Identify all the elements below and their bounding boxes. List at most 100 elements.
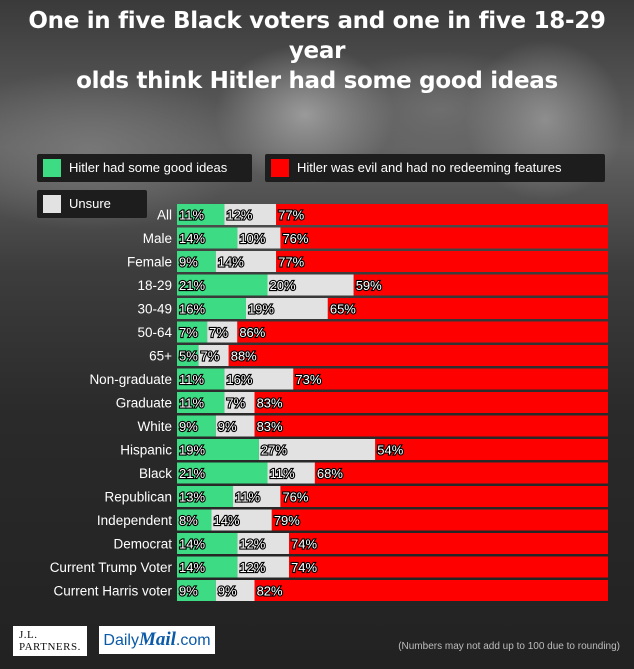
data-label: 13% bbox=[179, 490, 205, 505]
data-label: 5% bbox=[179, 349, 198, 364]
category-label: Hispanic bbox=[120, 443, 172, 458]
bar-segment bbox=[271, 509, 608, 531]
category-label: Republican bbox=[104, 490, 172, 505]
data-label: 11% bbox=[235, 490, 260, 505]
data-label: 11% bbox=[270, 466, 295, 481]
bar-segment bbox=[177, 439, 259, 460]
category-label: 65+ bbox=[149, 349, 172, 364]
bar-segment bbox=[177, 462, 268, 484]
bar-segment bbox=[353, 274, 608, 296]
legend-good: Hitler had some good ideas bbox=[37, 154, 252, 182]
data-label: 11% bbox=[179, 208, 204, 223]
data-label: 74% bbox=[291, 560, 317, 575]
data-label: 9% bbox=[179, 584, 198, 599]
bar-segment bbox=[254, 580, 608, 601]
bar-segment bbox=[177, 298, 246, 319]
category-label: Current Harris voter bbox=[53, 584, 172, 599]
category-label: All bbox=[157, 208, 172, 223]
data-label: 14% bbox=[213, 513, 239, 528]
data-label: 9% bbox=[179, 255, 198, 270]
dailymail-suffix: .com bbox=[175, 632, 211, 649]
data-label: 19% bbox=[179, 443, 205, 458]
bar-segment bbox=[215, 415, 255, 437]
bar-segment bbox=[177, 345, 199, 366]
category-label: Non-graduate bbox=[89, 372, 172, 387]
bar-segment bbox=[224, 392, 255, 413]
bar-segment bbox=[276, 204, 608, 225]
dailymail-bold: Mail bbox=[138, 629, 176, 650]
bar-segment bbox=[327, 298, 608, 319]
bar-segment bbox=[267, 274, 354, 296]
data-label: 10% bbox=[239, 231, 265, 246]
legend-evil-swatch bbox=[271, 159, 289, 177]
data-label: 77% bbox=[278, 208, 304, 223]
bar-segment bbox=[177, 533, 238, 554]
bar-segment bbox=[177, 321, 208, 343]
bar-segment bbox=[289, 556, 608, 578]
data-label: 21% bbox=[179, 466, 205, 481]
title-line-1: One in five Black voters and one in five… bbox=[28, 8, 606, 64]
bar-segment bbox=[177, 368, 225, 390]
bar-segment bbox=[228, 345, 608, 366]
data-label: 7% bbox=[226, 396, 245, 411]
bar-segment bbox=[280, 486, 608, 507]
category-label: 30-49 bbox=[137, 302, 172, 317]
bar-segment bbox=[276, 251, 608, 272]
data-label: 12% bbox=[226, 208, 252, 223]
data-label: 11% bbox=[179, 396, 204, 411]
data-label: 59% bbox=[356, 278, 382, 293]
legend-unsure-label: Unsure bbox=[69, 196, 111, 211]
data-label: 74% bbox=[291, 537, 317, 552]
bar-segment bbox=[254, 392, 608, 413]
bar-segment bbox=[245, 298, 328, 319]
legend-unsure-swatch bbox=[43, 195, 61, 213]
data-label: 9% bbox=[218, 584, 237, 599]
category-label: Democrat bbox=[113, 537, 172, 552]
bar-segment bbox=[198, 345, 229, 366]
dailymail-prefix: Daily bbox=[103, 632, 139, 649]
bar-segment bbox=[211, 509, 272, 531]
data-label: 77% bbox=[278, 255, 304, 270]
bar-segment bbox=[237, 227, 281, 249]
data-label: 54% bbox=[377, 443, 403, 458]
bar-segment bbox=[237, 321, 608, 343]
bar-segment bbox=[177, 392, 225, 413]
data-label: 7% bbox=[209, 325, 228, 340]
data-label: 19% bbox=[248, 302, 274, 317]
bar-segment bbox=[258, 439, 376, 460]
bar-segment bbox=[177, 274, 268, 296]
data-label: 14% bbox=[179, 537, 205, 552]
data-label: 21% bbox=[179, 278, 205, 293]
bar-segment bbox=[237, 556, 290, 578]
data-label: 83% bbox=[257, 396, 283, 411]
data-label: 82% bbox=[257, 584, 283, 599]
data-label: 68% bbox=[317, 466, 343, 481]
jl-partners-logo: J.L. PARTNERS. bbox=[13, 626, 87, 656]
legend-good-label: Hitler had some good ideas bbox=[69, 160, 228, 175]
bar-segment bbox=[215, 251, 277, 272]
bar-segment bbox=[224, 204, 277, 225]
category-label: Male bbox=[143, 231, 172, 246]
data-label: 9% bbox=[218, 419, 237, 434]
data-label: 7% bbox=[179, 325, 198, 340]
data-label: 11% bbox=[179, 372, 204, 387]
legend-good-swatch bbox=[43, 159, 61, 177]
category-label: Current Trump Voter bbox=[50, 560, 173, 575]
category-label: Independent bbox=[97, 513, 172, 528]
data-label: 83% bbox=[257, 419, 283, 434]
bar-segment bbox=[280, 227, 608, 249]
bar-segment bbox=[177, 556, 238, 578]
chart-title: One in five Black voters and one in five… bbox=[0, 6, 634, 96]
bar-segment bbox=[207, 321, 238, 343]
bar-segment bbox=[177, 509, 212, 531]
bar-segment bbox=[177, 415, 216, 437]
category-label: 18-29 bbox=[137, 278, 172, 293]
data-label: 65% bbox=[330, 302, 356, 317]
data-label: 20% bbox=[270, 278, 296, 293]
data-label: 7% bbox=[201, 349, 220, 364]
category-label: White bbox=[137, 419, 172, 434]
data-label: 12% bbox=[239, 560, 265, 575]
bar-segment bbox=[314, 462, 608, 484]
data-label: 76% bbox=[282, 231, 308, 246]
